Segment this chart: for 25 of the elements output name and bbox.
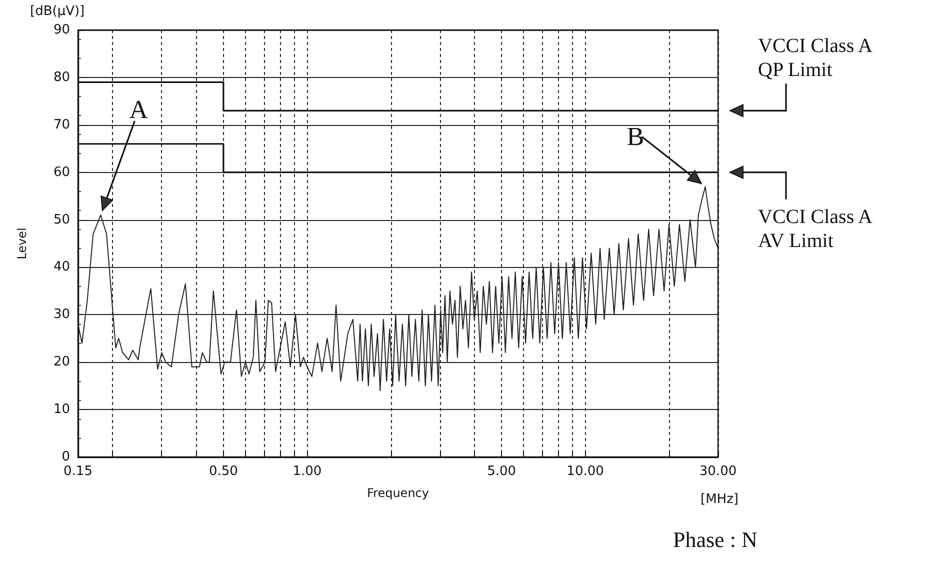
y-tick-label: 0: [62, 450, 70, 464]
y-tick-label: 10: [53, 402, 70, 418]
x-tick-label: 10.00: [566, 464, 604, 479]
y-tick-label: 30: [53, 307, 70, 322]
x-axis-title: Frequency: [367, 486, 429, 500]
annotation: B: [626, 122, 644, 152]
text: Phase : N: [673, 527, 758, 553]
x-tick-label: 5.00: [487, 464, 516, 479]
legend-label: VCCI Class A AV Limit: [758, 205, 873, 254]
annotation: A: [129, 95, 148, 126]
y-tick-label: 60: [53, 164, 70, 180]
text: [dB(μV)]: [30, 4, 85, 19]
x-tick-label: 0.50: [208, 464, 238, 479]
x-tick-label: 30.00: [699, 464, 737, 479]
y-tick-label: 50: [53, 212, 70, 228]
y-tick-label: 80: [53, 70, 70, 85]
text: [MHz]: [700, 492, 738, 507]
y-tick-label: 90: [53, 22, 70, 38]
y-tick-label: 20: [53, 354, 70, 370]
text: VCCI Class A QP Limit: [758, 34, 873, 82]
x-tick-label: 1.00: [292, 464, 322, 479]
y-axis-title: Level: [15, 228, 29, 260]
y-tick-label: 70: [53, 117, 70, 132]
y-tick-label: 40: [53, 260, 70, 275]
x-tick-label: 0.15: [64, 464, 92, 479]
